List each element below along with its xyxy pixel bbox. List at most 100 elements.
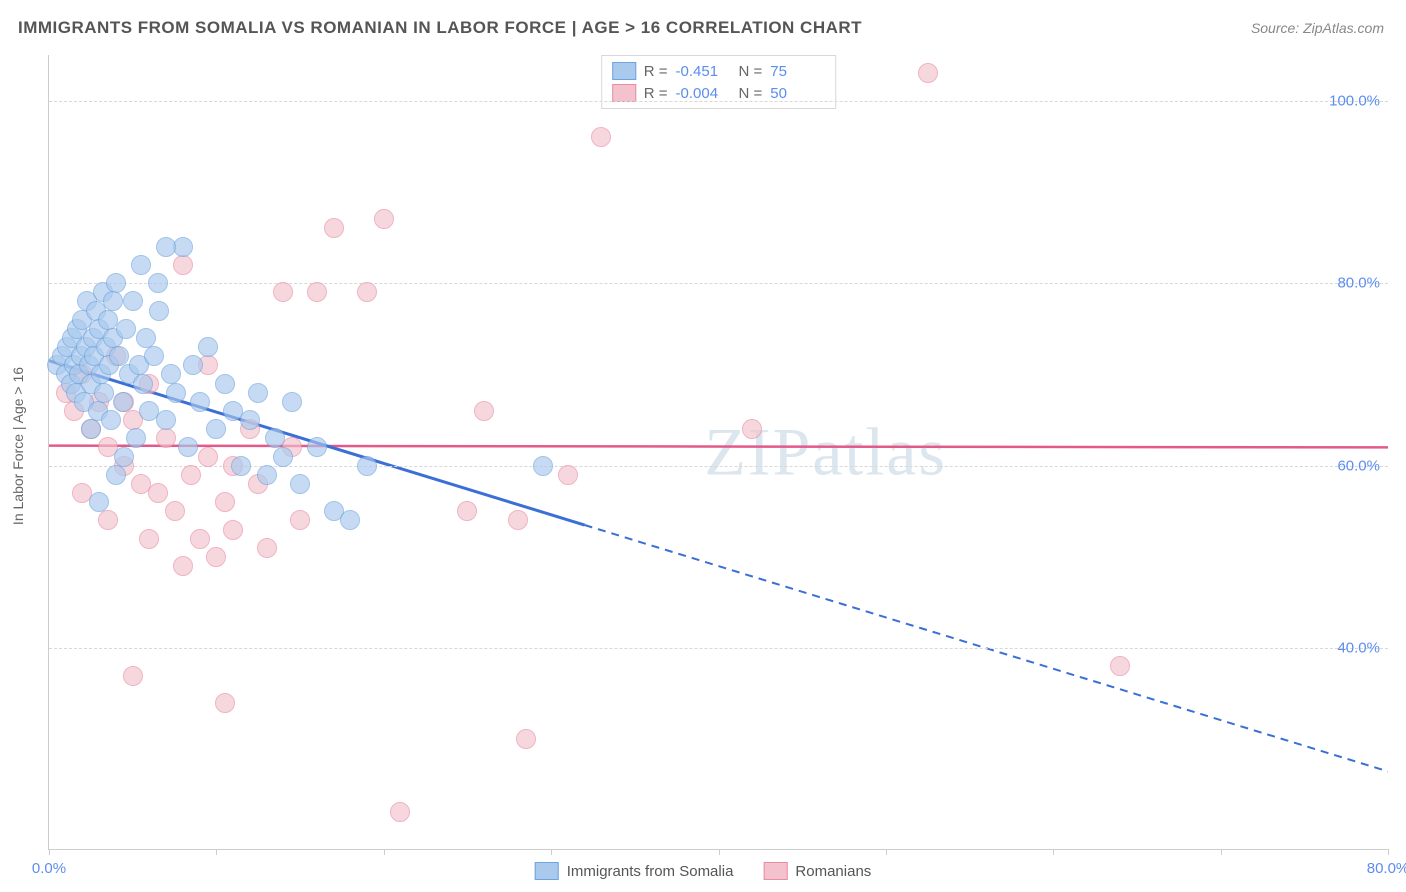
chart-container: IMMIGRANTS FROM SOMALIA VS ROMANIAN IN L… <box>0 0 1406 892</box>
data-point <box>101 410 121 430</box>
data-point <box>273 282 293 302</box>
data-point <box>290 474 310 494</box>
x-tick <box>886 849 887 855</box>
data-point <box>390 802 410 822</box>
data-point <box>357 456 377 476</box>
data-point <box>103 291 123 311</box>
data-point <box>206 547 226 567</box>
data-point <box>282 392 302 412</box>
data-point <box>508 510 528 530</box>
data-point <box>123 666 143 686</box>
y-axis-label: In Labor Force | Age > 16 <box>10 367 26 525</box>
data-point <box>178 437 198 457</box>
data-point <box>81 419 101 439</box>
legend-item-somalia: Immigrants from Somalia <box>535 862 734 880</box>
data-point <box>114 447 134 467</box>
swatch-somalia <box>612 62 636 80</box>
data-point <box>215 693 235 713</box>
data-point <box>173 556 193 576</box>
n-label: N = <box>739 85 763 102</box>
data-point <box>165 501 185 521</box>
swatch-romanians <box>763 862 787 880</box>
source-label: Source: ZipAtlas.com <box>1251 20 1384 36</box>
data-point <box>374 209 394 229</box>
trend-lines-layer <box>49 55 1388 849</box>
data-point <box>109 346 129 366</box>
data-point <box>533 456 553 476</box>
n-value-somalia: 75 <box>770 63 825 80</box>
data-point <box>198 447 218 467</box>
data-point <box>1110 656 1130 676</box>
data-point <box>98 310 118 330</box>
x-tick <box>384 849 385 855</box>
data-point <box>126 428 146 448</box>
x-tick <box>551 849 552 855</box>
data-point <box>113 392 133 412</box>
data-point <box>223 520 243 540</box>
data-point <box>89 492 109 512</box>
data-point <box>558 465 578 485</box>
data-point <box>357 282 377 302</box>
gridline <box>49 648 1388 649</box>
data-point <box>116 319 136 339</box>
data-point <box>123 291 143 311</box>
data-point <box>324 218 344 238</box>
data-point <box>273 447 293 467</box>
data-point <box>156 410 176 430</box>
data-point <box>257 465 277 485</box>
data-point <box>190 529 210 549</box>
data-point <box>257 538 277 558</box>
series-legend: Immigrants from Somalia Romanians <box>535 862 872 880</box>
data-point <box>240 410 260 430</box>
data-point <box>133 374 153 394</box>
watermark-atlas: atlas <box>812 414 947 490</box>
data-point <box>591 127 611 147</box>
data-point <box>139 529 159 549</box>
x-tick <box>49 849 50 855</box>
data-point <box>457 501 477 521</box>
data-point <box>98 510 118 530</box>
data-point <box>106 465 126 485</box>
r-label: R = <box>644 63 668 80</box>
data-point <box>918 63 938 83</box>
r-value-somalia: -0.451 <box>676 63 731 80</box>
y-tick-label: 100.0% <box>1329 92 1380 109</box>
legend-label-romanians: Romanians <box>795 863 871 880</box>
swatch-romanians <box>612 84 636 102</box>
x-tick-label: 0.0% <box>32 860 66 877</box>
data-point <box>173 255 193 275</box>
data-point <box>215 492 235 512</box>
stats-row-somalia: R = -0.451 N = 75 <box>612 60 826 82</box>
data-point <box>148 273 168 293</box>
n-value-romanians: 50 <box>770 85 825 102</box>
data-point <box>290 510 310 530</box>
gridline <box>49 283 1388 284</box>
gridline <box>49 101 1388 102</box>
swatch-somalia <box>535 862 559 880</box>
chart-title: IMMIGRANTS FROM SOMALIA VS ROMANIAN IN L… <box>18 18 862 38</box>
x-tick <box>1388 849 1389 855</box>
data-point <box>206 419 226 439</box>
data-point <box>265 428 285 448</box>
x-tick <box>216 849 217 855</box>
data-point <box>248 383 268 403</box>
x-tick <box>719 849 720 855</box>
data-point <box>231 456 251 476</box>
x-tick <box>1053 849 1054 855</box>
data-point <box>148 483 168 503</box>
r-value-romanians: -0.004 <box>676 85 731 102</box>
x-tick-label: 80.0% <box>1367 860 1406 877</box>
legend-item-romanians: Romanians <box>763 862 871 880</box>
plot-area: ZIPatlas R = -0.451 N = 75 R = -0.004 N … <box>48 55 1388 850</box>
data-point <box>516 729 536 749</box>
data-point <box>183 355 203 375</box>
data-point <box>131 255 151 275</box>
data-point <box>136 328 156 348</box>
data-point <box>144 346 164 366</box>
data-point <box>166 383 186 403</box>
data-point <box>474 401 494 421</box>
y-tick-label: 40.0% <box>1337 640 1380 657</box>
legend-label-somalia: Immigrants from Somalia <box>567 863 734 880</box>
data-point <box>181 465 201 485</box>
data-point <box>156 237 176 257</box>
